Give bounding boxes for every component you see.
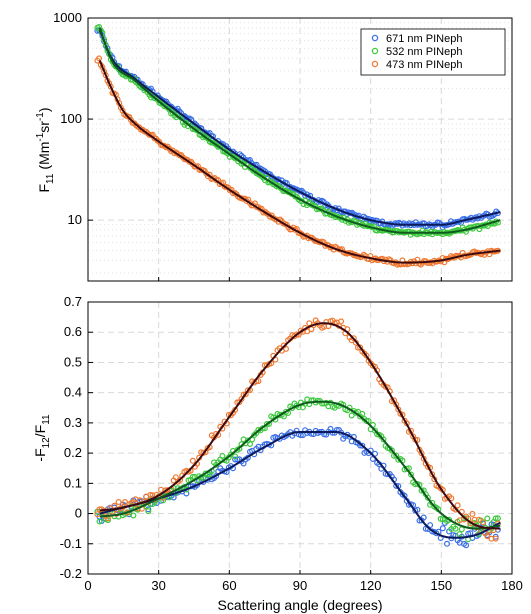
data-point [424, 494, 431, 501]
y-tick-label: 0.5 [64, 354, 82, 369]
y-tick-label: 100 [60, 111, 82, 126]
data-point [359, 410, 366, 417]
fit-line [98, 60, 501, 264]
data-point [480, 519, 487, 526]
data-point [463, 542, 470, 549]
data-point [458, 526, 465, 533]
data-point [115, 499, 122, 506]
axis-ticks: 10 100 1000 [53, 10, 513, 281]
data-point [359, 442, 366, 449]
x-tick-label: 90 [293, 578, 307, 593]
data-point [338, 318, 345, 325]
data-point [130, 512, 137, 519]
data-point [263, 421, 270, 428]
fit-line [99, 400, 501, 530]
data-point [492, 535, 499, 542]
data-point [350, 335, 357, 342]
data-point [127, 116, 134, 123]
y-tick-label: 0.6 [64, 324, 82, 339]
data-point [380, 436, 387, 443]
data-point [429, 471, 436, 478]
data-point [454, 502, 461, 509]
data-layer [94, 317, 501, 549]
legend-marker [371, 34, 379, 42]
data-point [189, 457, 196, 464]
data-point [408, 471, 415, 478]
fit-line [99, 431, 501, 539]
data-point [183, 120, 190, 127]
data-point [427, 522, 434, 529]
data-point [363, 352, 370, 359]
y-tick-label: 0.3 [64, 415, 82, 430]
y-tick-label: 0.1 [64, 475, 82, 490]
data-point [448, 495, 455, 502]
fit-line [98, 29, 501, 226]
y-tick-label: -0.1 [60, 536, 82, 551]
legend-marker [371, 60, 379, 68]
y-tick-label: 0 [75, 506, 82, 521]
data-point [183, 490, 190, 497]
x-tick-label: 30 [151, 578, 165, 593]
data-point [232, 453, 239, 460]
y-tick-label: 1000 [53, 10, 82, 25]
data-point [420, 514, 427, 521]
x-tick-label: 0 [84, 578, 91, 593]
data-point [280, 413, 287, 420]
data-point [444, 540, 451, 547]
ratio-y-axis-label: -F12/F11 [32, 414, 52, 462]
data-point [475, 516, 482, 523]
data-point [156, 139, 163, 146]
data-point [244, 387, 251, 394]
fit-line [98, 27, 501, 234]
y-tick-label: 0.4 [64, 385, 82, 400]
legend-box [360, 28, 506, 76]
data-point [469, 510, 476, 517]
data-point [189, 473, 196, 480]
data-point [452, 525, 459, 532]
legend-label: 532 nm PINeph [386, 46, 462, 58]
y-tick-label: -0.2 [60, 566, 82, 581]
legend-marker [371, 47, 379, 55]
x-tick-label: 150 [430, 578, 452, 593]
legend-label: 473 nm PINeph [386, 59, 462, 71]
data-point [283, 345, 290, 352]
x-axis-label: Scattering angle (degrees) [218, 597, 383, 613]
data-point [484, 533, 491, 540]
data-point [439, 525, 446, 532]
y-tick-label: 0.2 [64, 445, 82, 460]
data-point [388, 447, 395, 454]
f11-y-axis-label: F11(Mm-1sr-1) [35, 107, 56, 192]
series-markers [94, 396, 501, 543]
data-point [484, 515, 491, 522]
data-layer [94, 24, 501, 268]
axis-ticks: 0 30 60 90 120 150 180 -0.2 -0.1 0 0.1 0.2 0.3 0.4 0.5… [60, 294, 523, 593]
data-point [456, 531, 463, 538]
data-point [200, 475, 207, 482]
data-point [96, 518, 103, 525]
y-tick-label: 10 [68, 212, 82, 227]
data-point [145, 508, 152, 515]
ratio-panel: 0 30 60 90 120 150 180 -0.2 -0.1 0 0.1 0.2 0.3 0.4 0.5… [32, 294, 523, 613]
x-tick-label: 120 [360, 578, 382, 593]
y-tick-label: 0.7 [64, 294, 82, 309]
x-tick-label: 60 [222, 578, 236, 593]
fit-line [99, 322, 501, 530]
data-point [492, 515, 499, 522]
legend-label: 671 nm PINeph [386, 33, 462, 45]
data-point [94, 511, 101, 518]
x-tick-label: 180 [501, 578, 523, 593]
